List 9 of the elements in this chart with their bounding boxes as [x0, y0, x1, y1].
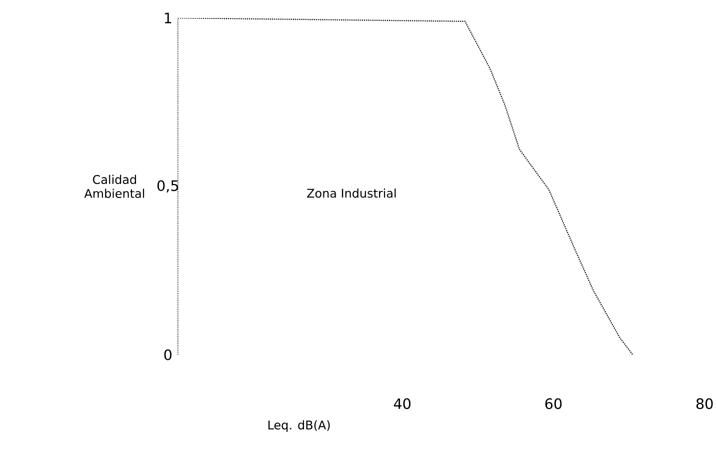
x-tick-label: 40 — [394, 398, 410, 410]
y-tick-label: 0 — [164, 350, 172, 360]
y-axis-title: Calidad Ambiental — [84, 174, 144, 198]
y-tick-label: 0,5 — [157, 180, 178, 193]
y-tick-label: 1 — [164, 12, 172, 24]
x-tick-label: 60 — [545, 398, 562, 410]
x-axis-title: Leq. dB(A) — [268, 420, 330, 432]
x-tick-label: 80 — [696, 398, 713, 410]
annotation: Zona Industrial — [307, 188, 396, 198]
